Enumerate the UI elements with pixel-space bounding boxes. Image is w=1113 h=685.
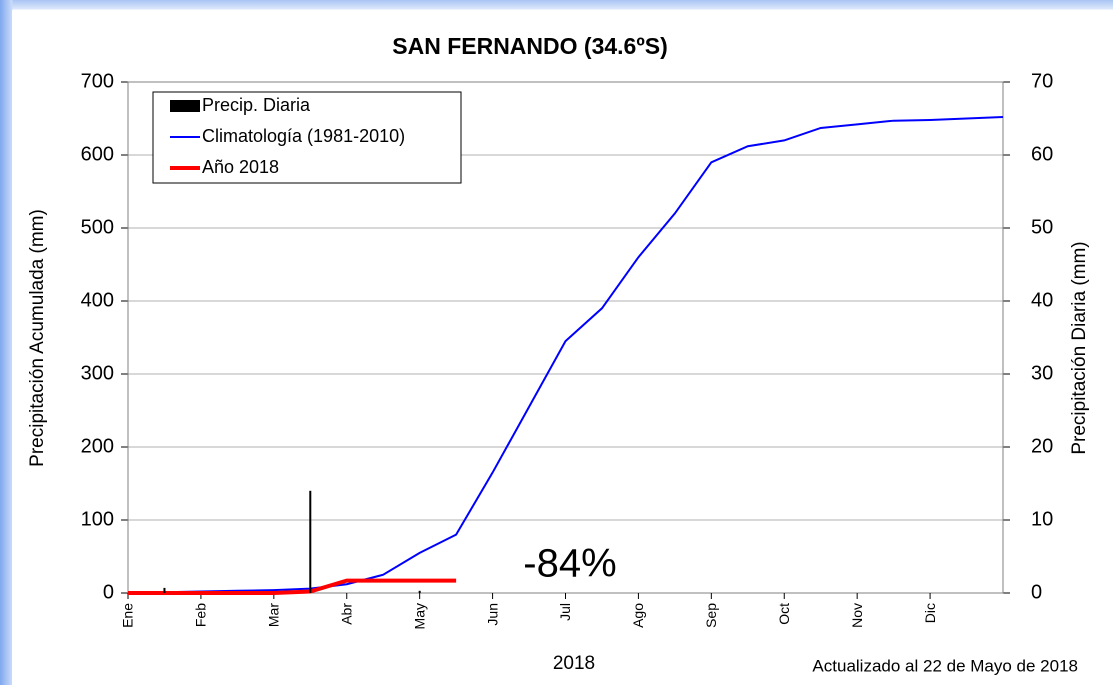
y2-tick-label: 10 bbox=[1031, 508, 1053, 530]
y2-axis-title: Precipitación Diaria (mm) bbox=[1069, 241, 1090, 454]
y-tick-label: 300 bbox=[81, 362, 114, 384]
x-tick-label: Dic bbox=[922, 603, 938, 623]
footnote: Actualizado al 22 de Mayo de 2018 bbox=[812, 656, 1078, 675]
legend-label: Año 2018 bbox=[202, 157, 279, 177]
y2-tick-label: 20 bbox=[1031, 435, 1053, 457]
legend-label: Precip. Diaria bbox=[202, 95, 311, 115]
bar bbox=[309, 490, 312, 593]
legend-swatch bbox=[170, 100, 200, 112]
y-tick-label: 600 bbox=[81, 143, 114, 165]
legend-box bbox=[152, 91, 462, 184]
y-tick-label: 200 bbox=[81, 435, 114, 457]
y2-tick-label: 30 bbox=[1031, 362, 1053, 384]
x-tick-label: Ene bbox=[120, 603, 136, 628]
y2-tick-label: 60 bbox=[1031, 143, 1053, 165]
chart-title: SAN FERNANDO (34.6ºS) bbox=[392, 33, 668, 59]
bar bbox=[418, 590, 421, 593]
y-tick-label: 500 bbox=[81, 216, 114, 238]
x-axis-title: 2018 bbox=[553, 653, 595, 674]
y-tick-label: 0 bbox=[103, 581, 114, 603]
y-tick-label: 400 bbox=[81, 289, 114, 311]
bar bbox=[163, 587, 166, 593]
x-tick-label: Jun bbox=[484, 603, 500, 626]
y2-tick-label: 70 bbox=[1031, 70, 1053, 92]
x-tick-label: Feb bbox=[193, 603, 209, 627]
y2-tick-label: 40 bbox=[1031, 289, 1053, 311]
x-tick-label: Abr bbox=[338, 603, 354, 625]
y-axis-title: Precipitación Acumulada (mm) bbox=[27, 209, 48, 467]
line bbox=[128, 578, 457, 595]
x-tick-label: Mar bbox=[266, 603, 282, 627]
y2-tick-label: 0 bbox=[1031, 581, 1042, 603]
y2-tick-label: 50 bbox=[1031, 216, 1053, 238]
line bbox=[127, 116, 1004, 594]
legend-label: Climatología (1981-2010) bbox=[202, 126, 405, 146]
x-tick-label: Ago bbox=[630, 603, 646, 628]
x-tick-label: Sep bbox=[703, 603, 719, 628]
x-tick-label: Jul bbox=[557, 603, 573, 621]
y-tick-label: 100 bbox=[81, 508, 114, 530]
annotation: -84% bbox=[523, 542, 616, 586]
x-tick-label: May bbox=[411, 603, 427, 629]
y-tick-label: 700 bbox=[81, 70, 114, 92]
x-tick-label: Oct bbox=[776, 603, 792, 625]
x-tick-label: Nov bbox=[849, 603, 865, 628]
